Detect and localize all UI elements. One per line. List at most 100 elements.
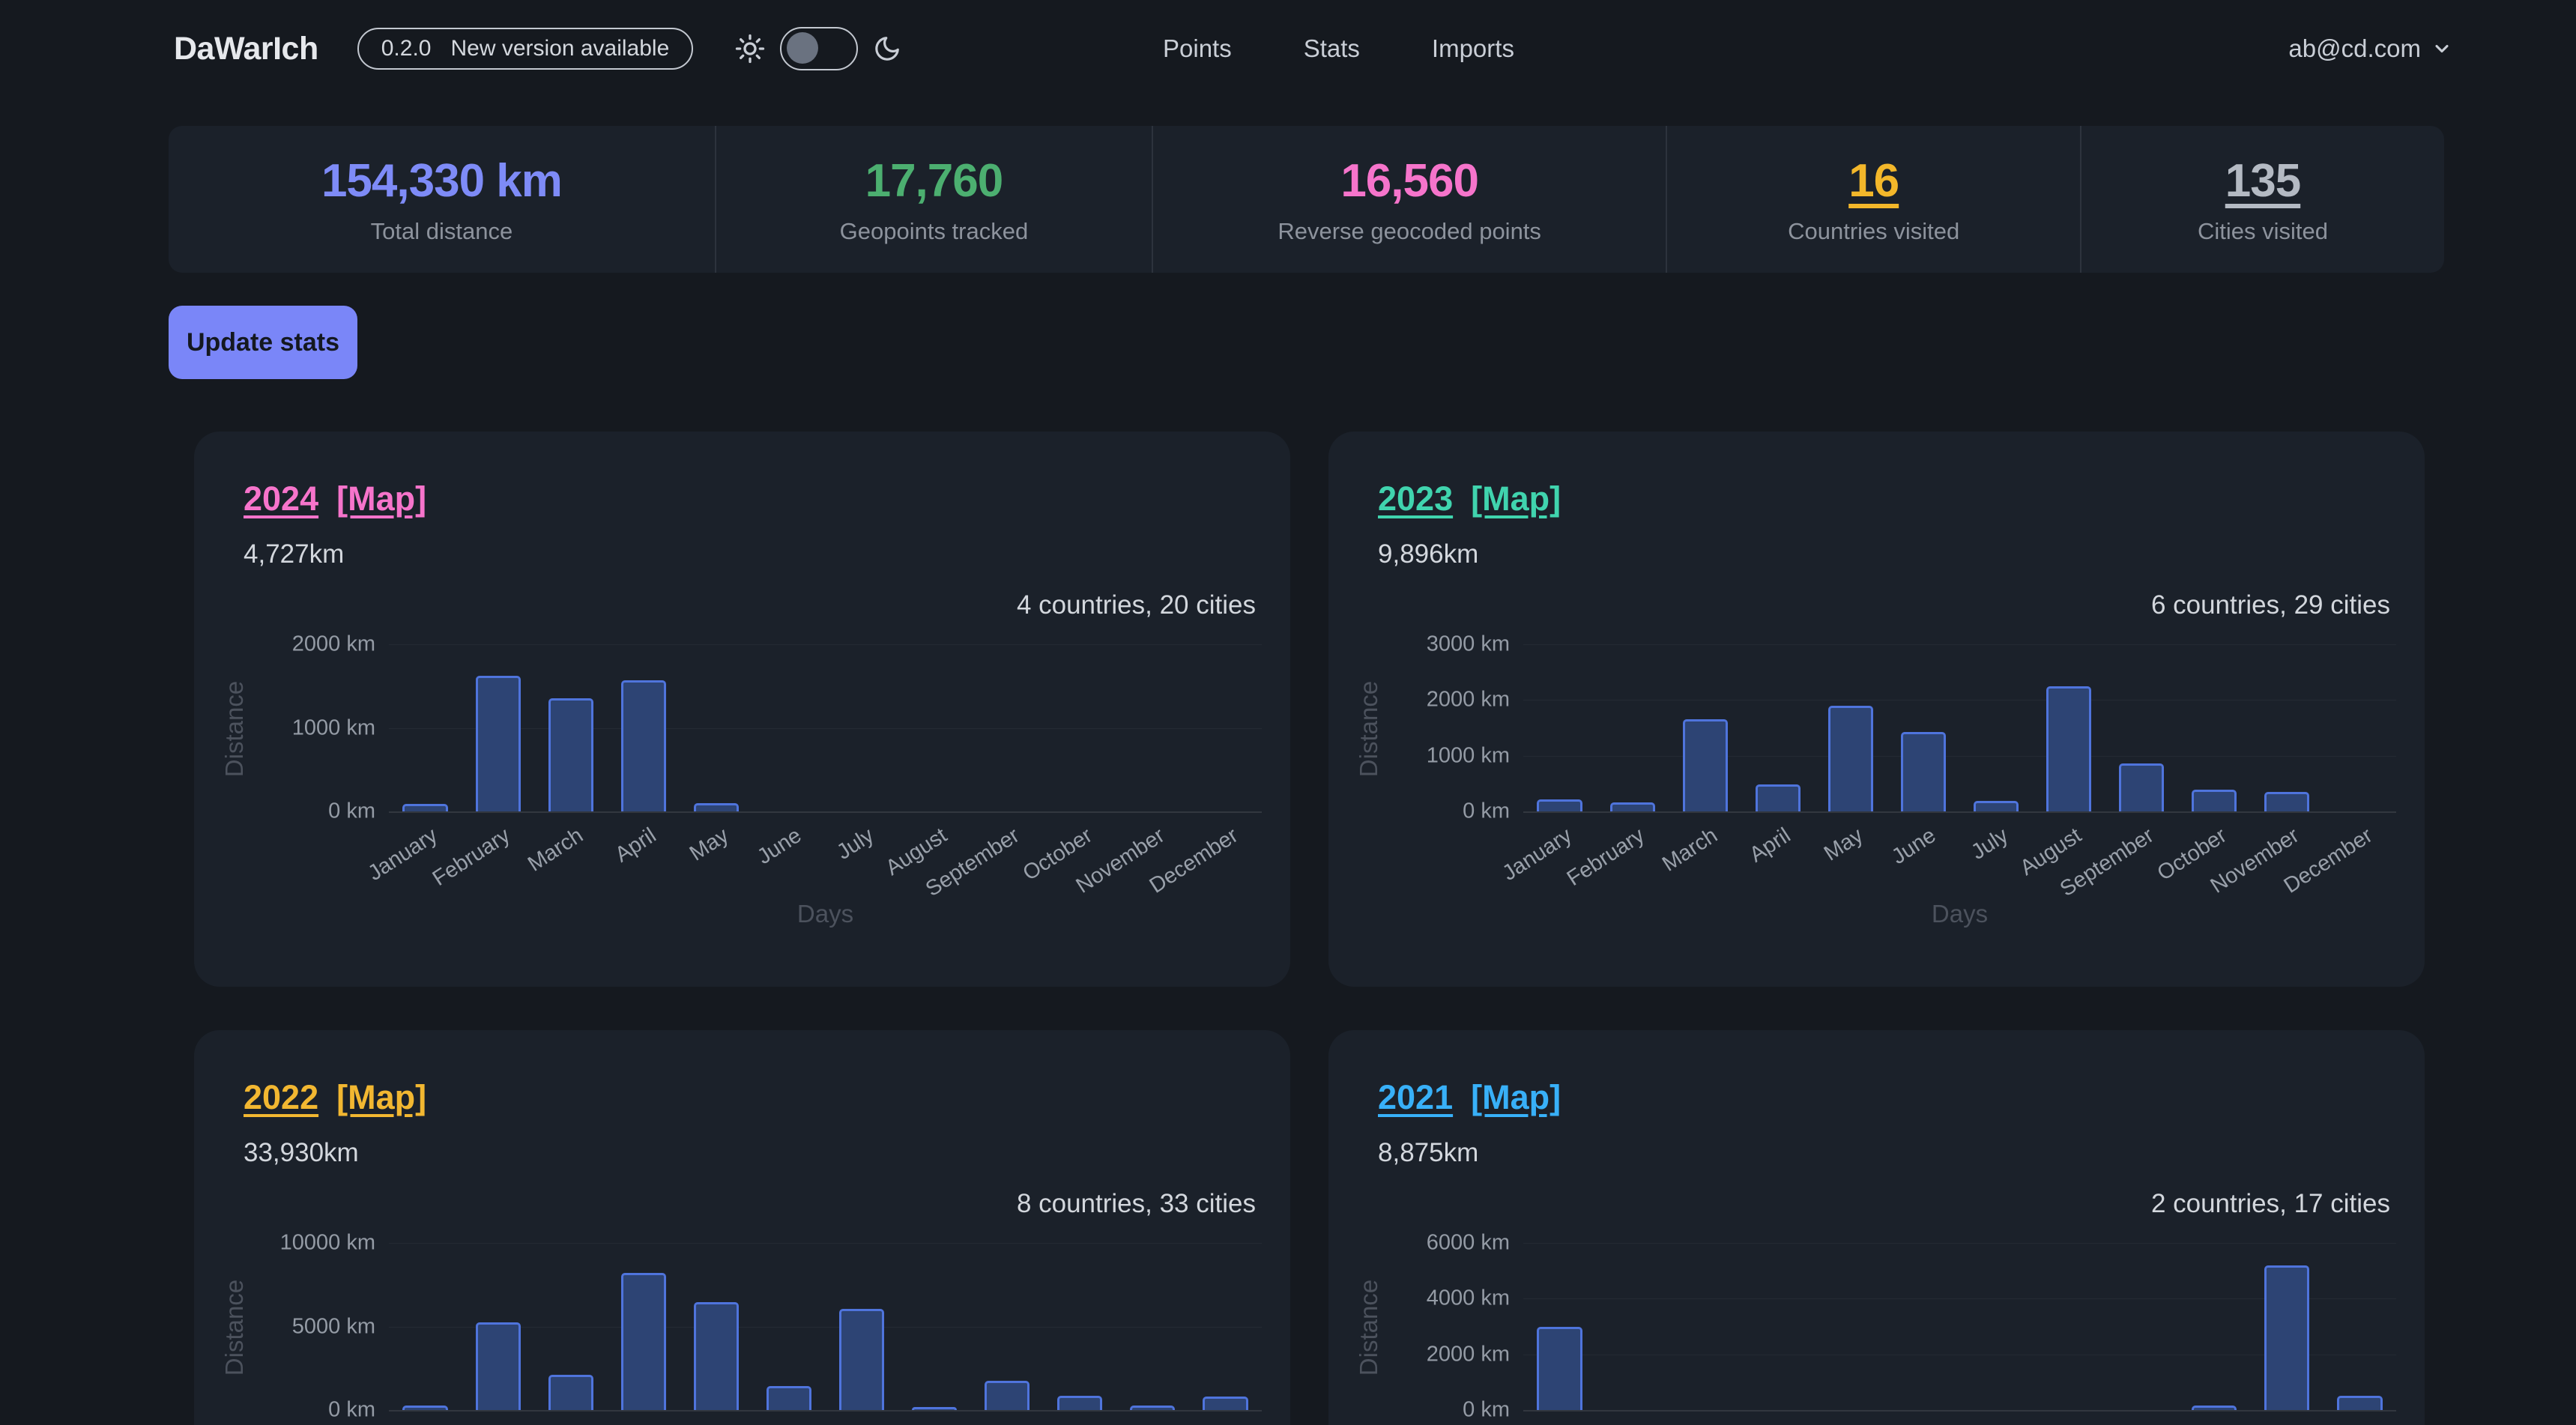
year-card-2023: 2023 [Map] 9,896km 6 countries, 29 citie… [1328,432,2425,987]
x-tick-label: August [881,1422,952,1425]
chart-bar-March [1682,719,1728,811]
y-tick-label: 6000 km [1426,1230,1510,1255]
y-tick-label: 1000 km [291,715,375,739]
year-card-2024: 2024 [Map] 4,727km 4 countries, 20 citie… [194,432,1290,987]
year-link-2022[interactable]: 2022 [244,1078,319,1116]
chart-bar-February [475,1322,521,1410]
year-link-2024[interactable]: 2024 [244,479,319,518]
version-number: 0.2.0 [381,36,432,61]
nav-item-stats[interactable]: Stats [1303,34,1360,62]
y-axis-title: Distance [218,1243,251,1412]
stat-value-link[interactable]: 16 [1848,154,1899,207]
year-distance: 4,727km [244,539,345,569]
stat-label: Total distance [370,217,513,244]
chevron-down-icon [2431,38,2452,59]
y-tick-label: 10000 km [279,1230,375,1255]
update-stats-button[interactable]: Update stats [169,306,357,379]
chart-plot-area: 0 km 2000 km 4000 km 6000 km JanuaryFebruary… [1427,1231,2396,1425]
x-tick-label: December [1145,1422,1242,1425]
y-tick-label: 3000 km [1426,632,1510,656]
y-axis-title-text: Distance [1355,1279,1383,1376]
summary-stats: 154,330 km Total distance 17,760 Geopoin… [169,126,2444,273]
chart-bar-September [2119,763,2165,811]
stat-value-link[interactable]: 135 [2225,154,2301,207]
user-email: ab@cd.com [2288,34,2421,62]
x-tick-label: October [1019,1422,1098,1425]
x-tick-label: April [611,1422,661,1425]
x-tick-label: July [1968,1422,2013,1425]
chart-bar-February [475,676,521,811]
y-tick-label: 0 km [1463,1397,1510,1422]
x-tick-label: May [1820,1422,1868,1425]
y-tick-label: 0 km [328,1397,375,1422]
y-tick-label: 2000 km [1426,1342,1510,1367]
chart-bar-September [985,1381,1030,1410]
chart-bar-January [402,803,448,811]
nav-item-imports[interactable]: Imports [1431,34,1514,62]
chart-bar-October [1057,1395,1103,1410]
map-link-2022[interactable]: [Map] [336,1078,427,1116]
x-tick-label: February [1563,823,1649,892]
y-axis-title-text: Distance [220,680,249,777]
x-tick-label: March [524,1422,588,1425]
chart-bar-November [1130,1405,1176,1410]
x-tick-label: March [1657,823,1722,877]
y-axis-title: Distance [1352,644,1385,813]
stat-total-distance: 154,330 km Total distance [169,126,715,273]
chart-bar-April [1755,784,1801,811]
gridline [1523,1298,2396,1300]
y-tick-label: 0 km [1463,799,1510,823]
y-tick-label: 1000 km [1426,743,1510,768]
x-tick-label: January [364,1422,443,1425]
chart-bar-June [766,1386,812,1410]
chart-bar-January [1537,1326,1582,1410]
map-link-2024[interactable]: [Map] [336,479,427,518]
chart-bar-May [693,1302,739,1410]
year-distance: 9,896km [1378,539,1479,569]
main-nav: Points Stats Imports [1163,34,1514,63]
gridline [1523,644,2396,645]
nav-item-points[interactable]: Points [1163,34,1232,62]
year-distance: 33,930km [244,1138,359,1167]
x-tick-label: May [1819,823,1868,866]
x-tick-label: November [1072,1422,1170,1425]
x-tick-label: April [1745,1422,1795,1425]
year-link-2023[interactable]: 2023 [1378,479,1454,518]
chart-bar-November [2264,791,2310,811]
stat-label: Countries visited [1788,217,1960,244]
version-text: New version available [450,36,670,61]
user-menu[interactable]: ab@cd.com [2288,34,2452,63]
theme-toggle[interactable] [780,27,859,70]
map-link-2023[interactable]: [Map] [1471,479,1561,518]
y-tick-label: 2000 km [1426,687,1510,712]
x-tick-label: June [1887,1422,1941,1425]
x-tick-label: November [2207,1422,2304,1425]
year-link-2021[interactable]: 2021 [1378,1078,1454,1116]
y-axis-title: Distance [1352,1243,1385,1412]
monthly-distance-chart-2024: Distance 0 km 1000 km 2000 km January Februar… [209,631,1275,975]
chart-bar-August [912,1407,958,1410]
year-distance: 8,875km [1378,1138,1479,1167]
x-tick-label: March [1658,1422,1723,1425]
year-summary: 2 countries, 17 cities [2150,1189,2390,1218]
version-badge[interactable]: 0.2.0 New version available [357,28,694,70]
map-link-2021[interactable]: [Map] [1471,1078,1561,1116]
x-tick-label: February [429,1422,515,1425]
x-tick-label: February [429,823,515,892]
x-tick-label: March [523,823,587,877]
monthly-distance-chart-2021: Distance 0 km 2000 km 4000 km 6000 km January… [1343,1229,2410,1425]
stat-label: Reverse geocoded points [1278,217,1541,244]
theme-switcher [735,27,901,70]
app-logo: DaWarIch [174,30,318,67]
x-tick-label: July [832,823,879,865]
chart-plot-area: 0 km 1000 km 2000 km 3000 km January February… [1427,632,2396,928]
stat-reverse-geocoded: 16,560 Reverse geocoded points [1151,126,1666,273]
year-card-2022: 2022 [Map] 33,930km 8 countries, 33 citi… [194,1030,1290,1425]
stat-label: Geopoints tracked [839,217,1029,244]
x-tick-label: February [1563,1422,1649,1425]
year-card-2021: 2021 [Map] 8,875km 2 countries, 17 citie… [1328,1030,2425,1425]
chart-bar-August [2046,686,2092,811]
y-tick-label: 2000 km [291,632,375,656]
gridline [389,644,1262,645]
